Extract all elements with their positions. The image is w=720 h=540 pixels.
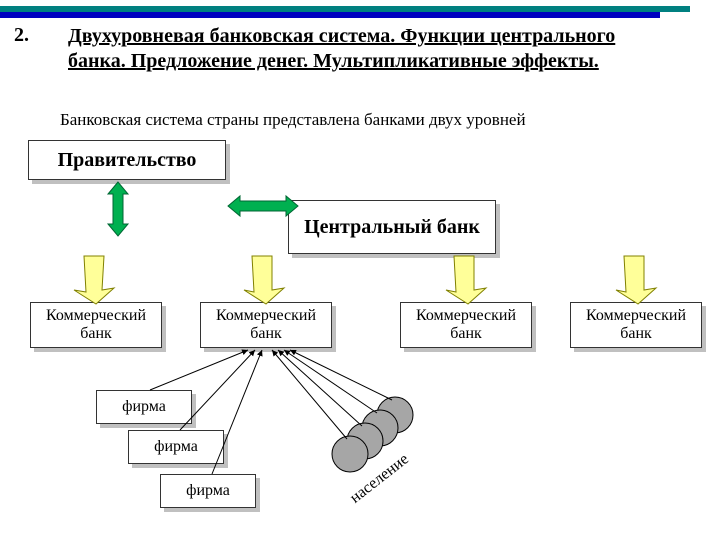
arrow-gov-down — [108, 182, 128, 236]
arrow-central-com4 — [616, 256, 656, 304]
firm3-label: фирма — [186, 482, 230, 500]
section-number: 2. — [14, 24, 29, 47]
com3-box: Коммерческий банк — [400, 302, 532, 348]
arrow-central-com2 — [244, 256, 284, 304]
firm1-label: фирма — [122, 398, 166, 416]
topbar-blue — [0, 12, 660, 18]
firm2-label: фирма — [154, 438, 198, 456]
arrow-central-com1 — [74, 256, 114, 304]
com3-label: Коммерческий банк — [401, 307, 531, 344]
thin-arrows-population — [272, 350, 392, 439]
com1-label: Коммерческий банк — [31, 307, 161, 344]
gov-box: Правительство — [28, 140, 226, 180]
com2-label: Коммерческий банк — [201, 307, 331, 344]
central-box: Центральный банк — [288, 200, 496, 254]
firm1-box: фирма — [96, 390, 192, 424]
population-label: население — [347, 451, 413, 508]
arrows-overlay — [0, 0, 720, 540]
arrow-central-com3 — [446, 256, 486, 304]
central-label: Центральный банк — [304, 216, 480, 239]
firm2-box: фирма — [128, 430, 224, 464]
com2-box: Коммерческий банк — [200, 302, 332, 348]
com4-label: Коммерческий банк — [571, 307, 701, 344]
com4-box: Коммерческий банк — [570, 302, 702, 348]
firm3-box: фирма — [160, 474, 256, 508]
com1-box: Коммерческий банк — [30, 302, 162, 348]
subtitle: Банковская система страны представлена б… — [60, 110, 526, 130]
gov-label: Правительство — [58, 149, 197, 172]
page-title: Двухуровневая банковская система. Функци… — [68, 24, 628, 74]
